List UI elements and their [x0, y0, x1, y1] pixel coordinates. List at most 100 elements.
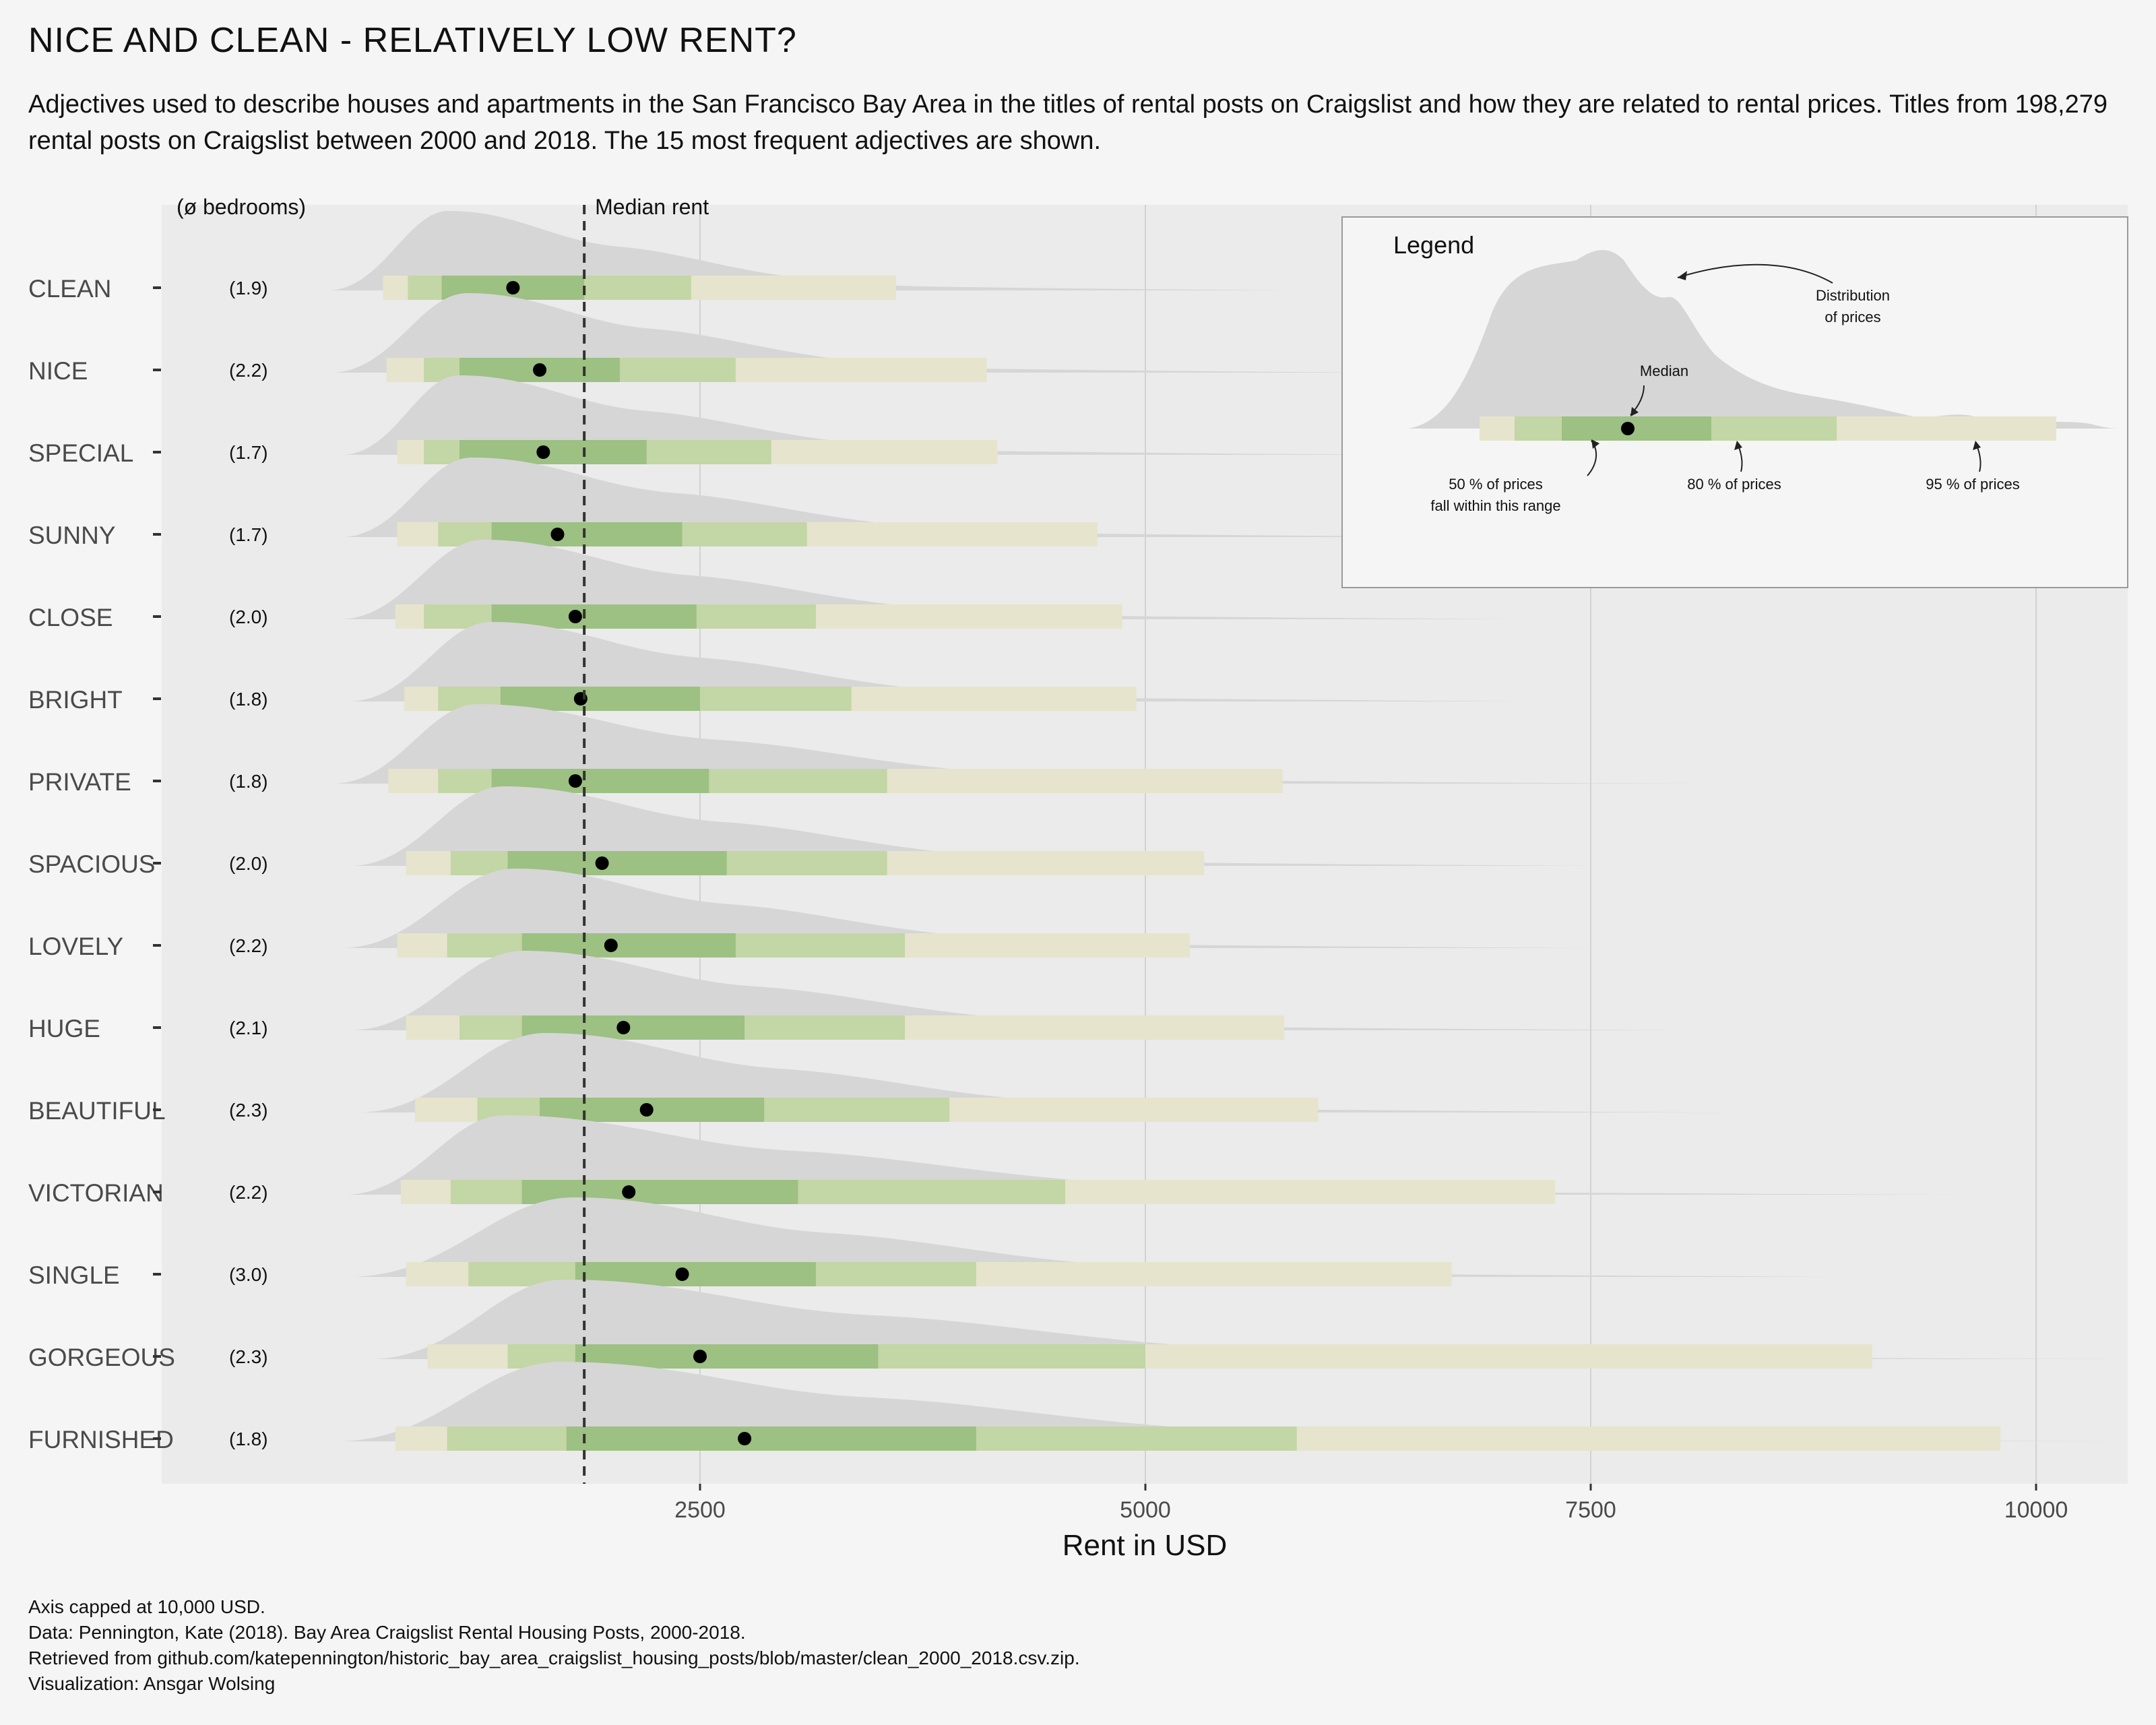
range-50-bar	[575, 1344, 879, 1369]
price-distribution	[344, 869, 1600, 948]
range-50-bar	[500, 687, 700, 711]
bedrooms-label: (2.2)	[229, 360, 268, 381]
category-label: HUGE	[28, 1015, 100, 1042]
caption-line: Retrieved from github.com/katepennington…	[28, 1648, 1080, 1668]
category-label: CLEAN	[28, 275, 111, 303]
median-point	[738, 1432, 752, 1445]
legend-arrowhead	[1973, 441, 1981, 450]
median-point	[506, 281, 520, 294]
legend-range-50	[1562, 416, 1711, 441]
price-distribution	[334, 704, 1692, 784]
legend-50-label: fall within this range	[1430, 497, 1560, 514]
price-distribution	[352, 786, 1614, 866]
category-label: FURNISHED	[28, 1426, 174, 1453]
chart-subtitle: Adjectives used to describe houses and a…	[28, 90, 2107, 155]
category-label: GORGEOUS	[28, 1344, 175, 1371]
adjective-row: SINGLE (3.0)	[28, 1197, 1862, 1289]
caption-line: Visualization: Ansgar Wolsing	[28, 1673, 276, 1694]
price-distribution	[347, 1115, 1965, 1195]
adjective-row: BEAUTIFUL (2.3)	[28, 1033, 1728, 1125]
legend-arrowhead	[1630, 407, 1639, 416]
legend-distribution-label: of prices	[1825, 309, 1880, 325]
bedrooms-label: (2.1)	[229, 1017, 268, 1038]
bedrooms-label: (3.0)	[229, 1264, 268, 1285]
bedrooms-label: (2.0)	[229, 853, 268, 874]
adjective-row: NICE (2.2)	[28, 293, 1397, 385]
median-point	[639, 1103, 654, 1117]
legend-median-point	[1621, 422, 1635, 435]
bedrooms-label: (2.2)	[229, 1182, 268, 1203]
legend-arrowhead	[1591, 439, 1599, 449]
median-point	[693, 1350, 707, 1363]
x-axis-title: Rent in USD	[1063, 1529, 1228, 1562]
legend-distribution	[1408, 250, 2122, 429]
price-distribution	[342, 1362, 2126, 1441]
price-distribution	[352, 951, 1694, 1030]
range-50-bar	[566, 1426, 976, 1451]
category-label: SPACIOUS	[28, 850, 155, 878]
median-point	[533, 363, 547, 377]
median-point	[536, 445, 550, 459]
price-distribution	[344, 375, 1407, 455]
adjective-row: FURNISHED (1.8)	[28, 1362, 2126, 1453]
median-point	[675, 1267, 689, 1281]
caption-line: Data: Pennington, Kate (2018). Bay Area …	[28, 1622, 746, 1643]
adjective-row: PRIVATE (1.8)	[28, 704, 1692, 796]
bedrooms-label: (2.2)	[229, 935, 268, 956]
bedrooms-label: (2.3)	[229, 1346, 268, 1367]
price-distribution	[374, 1280, 2126, 1359]
category-label: BEAUTIFUL	[28, 1097, 166, 1125]
median-point	[568, 610, 582, 623]
price-distribution	[344, 458, 1507, 537]
median-point	[604, 939, 618, 952]
bedrooms-label: (1.8)	[229, 689, 268, 710]
price-distribution	[350, 622, 1546, 701]
bedrooms-label: (1.9)	[229, 278, 268, 299]
legend: Legend Distribution of prices Median 50 % of…	[1341, 216, 2128, 588]
category-label: SUNNY	[28, 522, 116, 549]
bedrooms-label: (2.0)	[229, 606, 268, 627]
chart-title: NICE AND CLEAN - RELATIVELY LOW RENT?	[28, 21, 797, 60]
legend-arrow	[1677, 263, 1833, 284]
legend-title: Legend	[1393, 231, 1474, 259]
legend-50-label: 50 % of prices	[1449, 476, 1542, 493]
bedrooms-label: (1.8)	[229, 771, 268, 792]
legend-80-label: 80 % of prices	[1687, 476, 1781, 493]
legend-median-label: Median	[1640, 363, 1688, 379]
category-label: PRIVATE	[28, 768, 131, 796]
category-label: SINGLE	[28, 1261, 120, 1289]
price-distribution	[333, 293, 1397, 373]
bedrooms-header: (ø bedrooms)	[177, 195, 306, 219]
median-point	[595, 856, 609, 870]
category-label: BRIGHT	[28, 686, 123, 714]
legend-arrowhead	[1734, 441, 1742, 450]
price-distribution	[329, 211, 1306, 290]
adjective-row: GORGEOUS (2.3)	[28, 1280, 2126, 1371]
legend-arrowhead	[1678, 271, 1687, 280]
bedrooms-label: (1.7)	[229, 524, 268, 545]
bedrooms-label: (1.7)	[229, 442, 268, 463]
median-point	[550, 528, 565, 541]
median-point	[616, 1021, 631, 1034]
bedrooms-label: (1.8)	[229, 1429, 268, 1449]
x-tick-label: 2500	[674, 1497, 726, 1523]
caption: Axis capped at 10,000 USD. Data: Penning…	[28, 1594, 1080, 1697]
legend-95-label: 95 % of prices	[1926, 476, 2019, 493]
category-label: NICE	[28, 357, 88, 385]
category-label: CLOSE	[28, 604, 113, 631]
x-tick-label: 7500	[1565, 1497, 1616, 1523]
category-label: SPECIAL	[28, 439, 133, 467]
median-point	[622, 1185, 636, 1199]
median-rent-label: Median rent	[595, 195, 709, 219]
category-label: VICTORIAN	[28, 1179, 164, 1207]
x-tick-label: 10000	[2004, 1497, 2068, 1523]
adjective-row: LOVELY (2.2)	[28, 869, 1600, 960]
price-distribution	[361, 1033, 1728, 1112]
bedrooms-label: (2.3)	[229, 1100, 268, 1121]
legend-distribution-label: Distribution	[1816, 287, 1890, 304]
price-distribution	[342, 540, 1532, 619]
median-point	[568, 774, 582, 788]
chart: CLEAN (1.9) NICE (2.2) SPECIAL (1.7) SUNNY (1.7…	[28, 195, 2128, 1562]
x-tick-label: 5000	[1120, 1497, 1171, 1523]
adjective-row: BRIGHT (1.8)	[28, 622, 1546, 714]
